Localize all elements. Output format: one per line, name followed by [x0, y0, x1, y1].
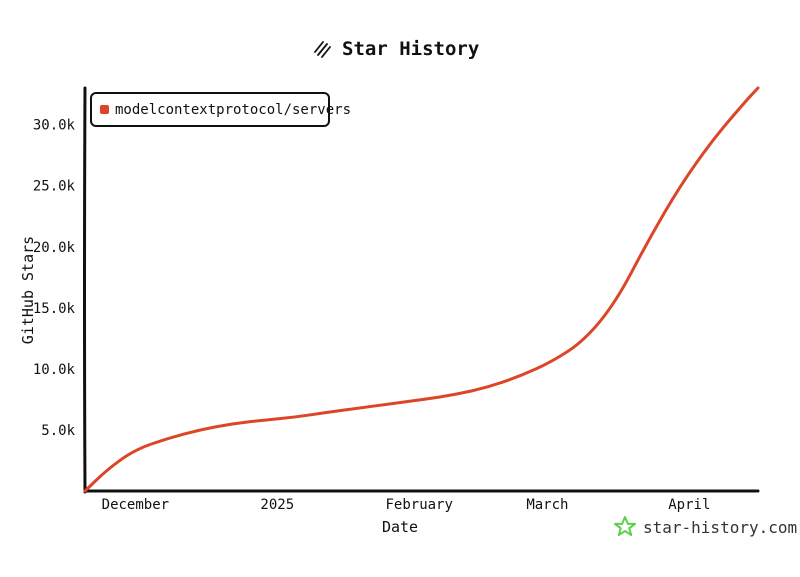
y-axis-label: GitHub Stars: [19, 236, 37, 344]
legend-box: [90, 92, 330, 127]
watermark-text: star-history.com: [643, 518, 797, 537]
y-tick-label: 15.0k: [33, 301, 76, 317]
x-tick-label: 2025: [260, 497, 294, 513]
x-tick-label: December: [102, 497, 169, 513]
series-line: [83, 86, 760, 493]
star-history-title-icon: [314, 41, 331, 58]
watermark[interactable]: star-history.com: [614, 516, 797, 537]
y-tick-label: 10.0k: [33, 362, 76, 378]
y-axis-line: [83, 86, 87, 494]
star-history-logo-icon: [614, 516, 636, 537]
x-tick-label: February: [385, 497, 452, 513]
y-tick-group: 5.0k 10.0k 15.0k 20.0k 25.0k 30.0k: [33, 118, 76, 439]
x-axis-label: Date: [382, 518, 418, 536]
y-tick-label: 5.0k: [41, 423, 75, 439]
legend-swatch: [100, 105, 109, 114]
legend-label: modelcontextprotocol/servers: [115, 102, 351, 118]
chart-title: Star History: [342, 38, 479, 60]
chart-title-group: Star History: [314, 38, 479, 60]
x-tick-label: March: [526, 497, 568, 513]
x-tick-label: April: [668, 497, 710, 513]
legend: modelcontextprotocol/servers: [90, 92, 351, 127]
y-tick-label: 25.0k: [33, 179, 76, 195]
y-tick-label: 20.0k: [33, 240, 76, 256]
y-tick-label: 30.0k: [33, 118, 76, 134]
x-tick-group: December 2025 February March April: [102, 497, 711, 513]
x-axis-line: [83, 489, 760, 493]
